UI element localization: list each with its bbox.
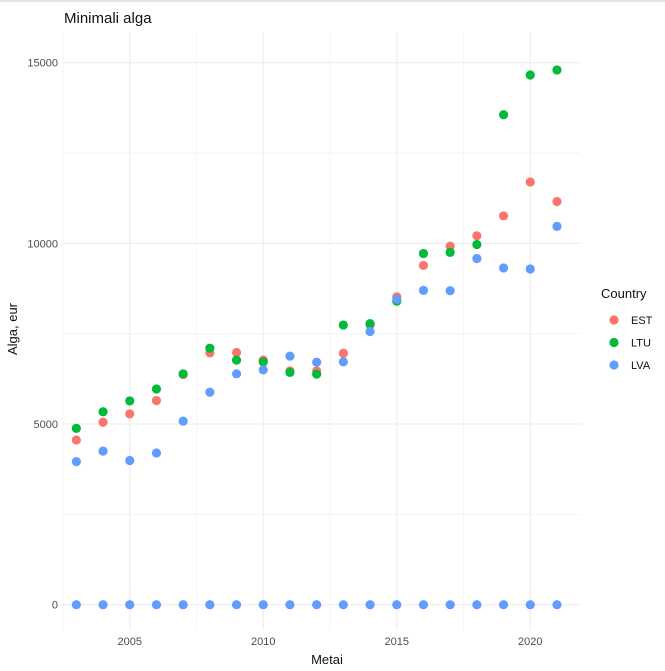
point-ltu bbox=[205, 343, 215, 353]
point-lva bbox=[392, 600, 402, 610]
legend-label-lva: LVA bbox=[631, 360, 651, 372]
point-ltu bbox=[258, 357, 268, 367]
point-lva bbox=[178, 416, 188, 426]
y-tick-label: 15000 bbox=[27, 58, 58, 70]
point-est bbox=[498, 211, 509, 221]
point-lva bbox=[285, 600, 295, 610]
legend-label-ltu: LTU bbox=[631, 338, 651, 350]
point-lva bbox=[125, 600, 135, 610]
data-points bbox=[71, 65, 562, 610]
point-lva bbox=[178, 600, 188, 610]
legend-key-lva bbox=[609, 360, 619, 370]
point-lva bbox=[98, 600, 108, 610]
point-ltu bbox=[312, 369, 322, 379]
chart-title: Minimali alga bbox=[64, 10, 152, 27]
point-lva bbox=[525, 600, 535, 610]
point-ltu bbox=[552, 65, 562, 75]
point-est bbox=[472, 231, 482, 241]
legend-key-ltu bbox=[609, 337, 619, 348]
point-lva bbox=[71, 600, 81, 610]
point-ltu bbox=[472, 239, 482, 250]
x-tick-label: 2005 bbox=[118, 636, 142, 648]
point-ltu bbox=[151, 384, 162, 394]
point-est bbox=[125, 409, 135, 419]
x-tick-label: 2015 bbox=[385, 636, 409, 648]
point-lva bbox=[445, 286, 455, 296]
minor-gridlines bbox=[62, 32, 581, 630]
point-ltu bbox=[525, 70, 535, 80]
point-lva bbox=[151, 448, 162, 458]
y-tick-label: 10000 bbox=[27, 238, 58, 250]
window-top-border bbox=[0, 0, 665, 2]
point-lva bbox=[258, 600, 268, 610]
point-lva bbox=[418, 600, 429, 610]
point-lva bbox=[71, 457, 81, 467]
y-tick-label: 5000 bbox=[34, 419, 58, 431]
point-est bbox=[231, 347, 242, 358]
point-ltu bbox=[445, 247, 455, 258]
point-lva bbox=[125, 455, 135, 466]
point-lva bbox=[338, 357, 348, 367]
point-lva bbox=[365, 600, 375, 610]
point-lva bbox=[392, 294, 402, 304]
point-lva bbox=[98, 446, 108, 456]
x-tick-label: 2010 bbox=[251, 636, 275, 648]
x-tick-label: 2020 bbox=[518, 636, 542, 648]
x-axis-title: Metai bbox=[311, 652, 343, 667]
point-est bbox=[525, 177, 535, 187]
y-axis-title: Alga, eur bbox=[5, 302, 20, 355]
point-ltu bbox=[285, 367, 295, 377]
legend-label-est: EST bbox=[631, 315, 653, 327]
point-ltu bbox=[498, 110, 509, 120]
point-ltu bbox=[125, 396, 135, 406]
point-ltu bbox=[338, 320, 348, 330]
point-est bbox=[418, 260, 429, 271]
y-tick-label: 0 bbox=[52, 600, 58, 612]
point-lva bbox=[525, 264, 535, 274]
y-axis-ticks: 0 5000 10000 15000 bbox=[27, 58, 58, 612]
legend-key-est bbox=[609, 315, 619, 325]
point-lva bbox=[445, 600, 455, 610]
major-gridlines bbox=[63, 32, 581, 630]
legend: Country EST LTU LVA bbox=[601, 286, 653, 372]
point-lva bbox=[472, 600, 482, 610]
legend-title: Country bbox=[601, 286, 647, 301]
point-lva bbox=[472, 253, 482, 264]
point-lva bbox=[552, 221, 562, 231]
point-lva bbox=[258, 365, 268, 375]
point-ltu bbox=[231, 355, 242, 365]
point-lva bbox=[552, 600, 562, 610]
point-lva bbox=[312, 600, 322, 610]
point-est bbox=[338, 348, 348, 358]
point-est bbox=[98, 417, 108, 427]
point-lva bbox=[231, 369, 242, 379]
point-est bbox=[71, 435, 81, 445]
point-lva bbox=[365, 326, 375, 337]
point-est bbox=[151, 395, 162, 406]
point-est bbox=[552, 196, 562, 207]
point-ltu bbox=[71, 423, 81, 433]
point-ltu bbox=[98, 407, 108, 417]
point-ltu bbox=[418, 248, 429, 259]
point-lva bbox=[285, 351, 295, 361]
point-lva bbox=[312, 357, 322, 367]
point-ltu bbox=[178, 369, 188, 379]
point-lva bbox=[418, 285, 429, 295]
point-lva bbox=[231, 600, 242, 610]
point-lva bbox=[498, 263, 509, 273]
point-lva bbox=[338, 600, 348, 610]
point-lva bbox=[151, 600, 162, 610]
x-axis-ticks: 2005 2010 2015 2020 bbox=[118, 636, 543, 648]
point-lva bbox=[498, 600, 509, 610]
point-lva bbox=[205, 387, 215, 397]
point-lva bbox=[205, 600, 215, 610]
point-ltu bbox=[365, 318, 375, 329]
